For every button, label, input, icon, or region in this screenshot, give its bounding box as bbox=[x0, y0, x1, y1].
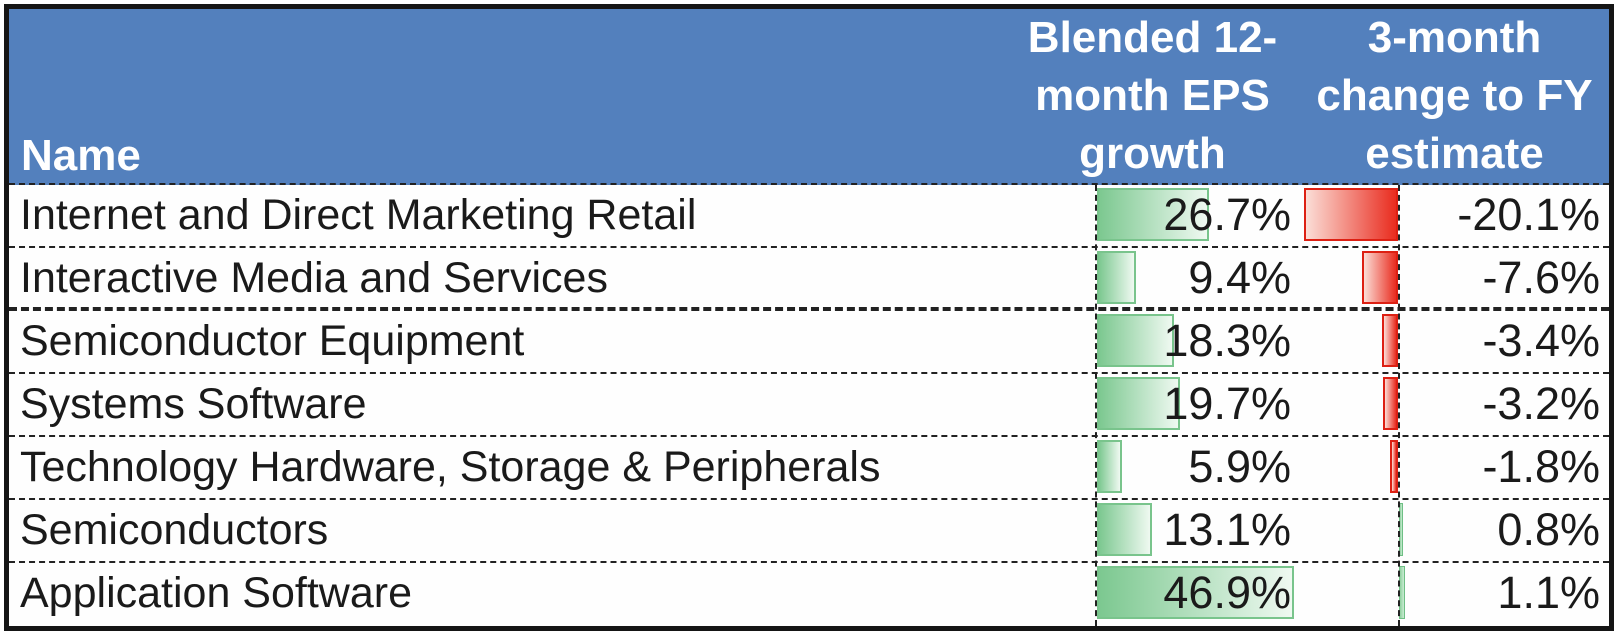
sector-name: Systems Software bbox=[20, 380, 367, 428]
header-eps-growth[interactable]: Blended 12- month EPS growth bbox=[1027, 13, 1278, 178]
table-header-row: Name Blended 12- month EPS growth 3-mont… bbox=[9, 9, 1609, 185]
eps-growth-value: 13.1% bbox=[1163, 504, 1291, 555]
eps-growth-cell[interactable]: 46.9% bbox=[1005, 563, 1300, 626]
eps-growth-cell[interactable]: 9.4% bbox=[1005, 248, 1300, 308]
table-row: Systems Software 19.7% -3.2% bbox=[9, 374, 1609, 437]
sector-name-cell[interactable]: Application Software bbox=[9, 563, 1005, 626]
change-data-bar bbox=[1304, 188, 1398, 241]
change-data-bar bbox=[1382, 314, 1398, 367]
sector-name-cell[interactable]: Semiconductor Equipment bbox=[9, 311, 1005, 372]
change-data-bar bbox=[1390, 440, 1398, 493]
eps-growth-value: 46.9% bbox=[1163, 567, 1291, 618]
fy-change-value: 1.1% bbox=[1497, 567, 1600, 618]
eps-growth-value: 26.7% bbox=[1163, 189, 1291, 240]
eps-growth-value: 5.9% bbox=[1188, 441, 1291, 492]
table-body: Internet and Direct Marketing Retail 26.… bbox=[9, 185, 1609, 626]
fy-change-value: -3.2% bbox=[1482, 378, 1600, 429]
eps-data-bar bbox=[1097, 440, 1122, 493]
eps-data-bar bbox=[1097, 566, 1294, 619]
fy-change-cell[interactable]: -3.4% bbox=[1300, 311, 1609, 372]
eps-growth-cell[interactable]: 13.1% bbox=[1005, 500, 1300, 561]
fy-change-value: -7.6% bbox=[1482, 252, 1600, 303]
sector-name: Semiconductors bbox=[20, 506, 329, 554]
change-zero-axis bbox=[1398, 185, 1400, 626]
fy-change-cell[interactable]: -7.6% bbox=[1300, 248, 1609, 308]
change-data-bar bbox=[1383, 377, 1398, 430]
sector-name-cell[interactable]: Internet and Direct Marketing Retail bbox=[9, 185, 1005, 246]
sector-name: Internet and Direct Marketing Retail bbox=[20, 191, 697, 239]
fy-change-cell[interactable]: -3.2% bbox=[1300, 374, 1609, 435]
eps-growth-cell[interactable]: 18.3% bbox=[1005, 311, 1300, 372]
table-row: Semiconductor Equipment 18.3% -3.4% bbox=[9, 311, 1609, 374]
fy-change-value: 0.8% bbox=[1497, 504, 1600, 555]
fy-change-value: -1.8% bbox=[1482, 441, 1600, 492]
sector-name: Technology Hardware, Storage & Periphera… bbox=[20, 443, 881, 491]
eps-growth-value: 19.7% bbox=[1163, 378, 1291, 429]
sector-name-cell[interactable]: Semiconductors bbox=[9, 500, 1005, 561]
eps-growth-value: 9.4% bbox=[1188, 252, 1291, 303]
fy-change-value: -20.1% bbox=[1457, 189, 1600, 240]
change-data-bar bbox=[1362, 251, 1398, 304]
sector-name-cell[interactable]: Systems Software bbox=[9, 374, 1005, 435]
sector-name: Semiconductor Equipment bbox=[20, 317, 525, 365]
fy-change-cell[interactable]: -1.8% bbox=[1300, 437, 1609, 498]
eps-data-bar bbox=[1097, 251, 1136, 304]
fy-change-value: -3.4% bbox=[1482, 315, 1600, 366]
eps-growth-cell[interactable]: 19.7% bbox=[1005, 374, 1300, 435]
fy-change-cell[interactable]: 1.1% bbox=[1300, 563, 1609, 626]
eps-growth-table: Name Blended 12- month EPS growth 3-mont… bbox=[4, 4, 1614, 631]
table-row: Internet and Direct Marketing Retail 26.… bbox=[9, 185, 1609, 248]
table-row: Interactive Media and Services 9.4% -7.6… bbox=[9, 248, 1609, 311]
eps-data-bar bbox=[1097, 503, 1152, 556]
eps-growth-cell[interactable]: 26.7% bbox=[1005, 185, 1300, 246]
eps-data-bar bbox=[1097, 314, 1174, 367]
fy-change-cell[interactable]: -20.1% bbox=[1300, 185, 1609, 246]
table-row: Semiconductors 13.1% 0.8% bbox=[9, 500, 1609, 563]
fy-change-cell[interactable]: 0.8% bbox=[1300, 500, 1609, 561]
sector-name: Application Software bbox=[20, 569, 412, 617]
eps-data-bar bbox=[1097, 188, 1209, 241]
header-fy-change[interactable]: 3-month change to FY estimate bbox=[1316, 13, 1593, 178]
sector-name-cell[interactable]: Interactive Media and Services bbox=[9, 248, 1005, 308]
table-row: Application Software 46.9% 1.1% bbox=[9, 563, 1609, 626]
sector-name: Interactive Media and Services bbox=[20, 254, 608, 302]
sector-name-cell[interactable]: Technology Hardware, Storage & Periphera… bbox=[9, 437, 1005, 498]
eps-growth-value: 18.3% bbox=[1163, 315, 1291, 366]
header-name[interactable]: Name bbox=[21, 131, 141, 180]
table-row: Technology Hardware, Storage & Periphera… bbox=[9, 437, 1609, 500]
eps-bar-baseline bbox=[1095, 185, 1097, 626]
eps-growth-cell[interactable]: 5.9% bbox=[1005, 437, 1300, 498]
eps-data-bar bbox=[1097, 377, 1180, 430]
